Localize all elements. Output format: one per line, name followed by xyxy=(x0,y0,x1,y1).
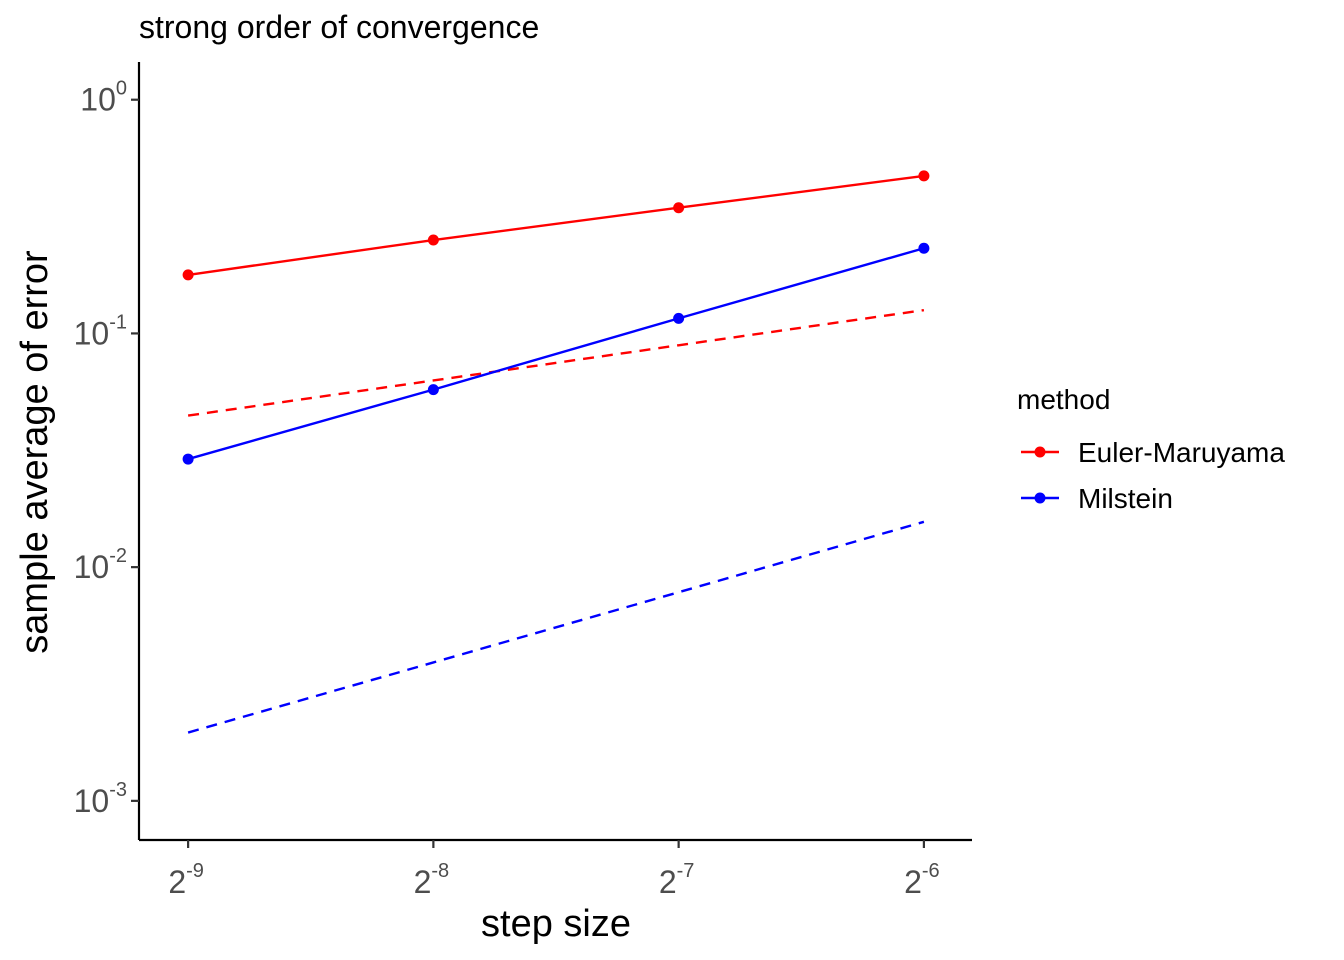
y-tick-label: 100 xyxy=(80,78,127,118)
x-tick-label: 2-7 xyxy=(659,860,695,900)
legend: method Euler-Maruyama Milstein xyxy=(1017,384,1285,514)
y-tick-label: 10-1 xyxy=(74,311,127,351)
y-axis-title: sample average of error xyxy=(14,250,56,654)
legend-key-point-milstein xyxy=(1034,492,1046,504)
euler-maruyama-point xyxy=(182,269,194,281)
euler-maruyama-line xyxy=(187,174,925,277)
legend-key-point-euler-maruyama xyxy=(1034,446,1046,458)
x-tick-label: 2-9 xyxy=(168,860,204,900)
y-tick-label: 10-2 xyxy=(74,545,127,585)
euler-maruyama-point xyxy=(673,202,685,214)
legend-title: method xyxy=(1017,384,1110,415)
euler-maruyama-reference-line xyxy=(187,308,925,417)
x-axis-title: step size xyxy=(481,903,631,945)
legend-label-milstein: Milstein xyxy=(1078,483,1173,514)
legend-label-euler-maruyama: Euler-Maruyama xyxy=(1078,437,1285,468)
chart-title: strong order of convergence xyxy=(139,9,539,45)
euler-maruyama-point xyxy=(427,234,439,246)
x-axis-ticks: 2-9 2-8 2-7 2-6 xyxy=(168,840,940,900)
milstein-point xyxy=(182,453,194,465)
milstein-line xyxy=(187,247,925,461)
y-axis-ticks: 10-3 10-2 10-1 100 xyxy=(74,78,139,819)
milstein-point xyxy=(918,242,930,254)
milstein-point xyxy=(673,312,685,324)
x-tick-label: 2-6 xyxy=(904,860,940,900)
milstein-point xyxy=(427,384,439,396)
x-tick-label: 2-8 xyxy=(414,860,450,900)
plot-area xyxy=(182,170,930,734)
milstein-reference-line xyxy=(187,520,925,734)
euler-maruyama-point xyxy=(918,170,930,182)
y-tick-label: 10-3 xyxy=(74,779,127,819)
